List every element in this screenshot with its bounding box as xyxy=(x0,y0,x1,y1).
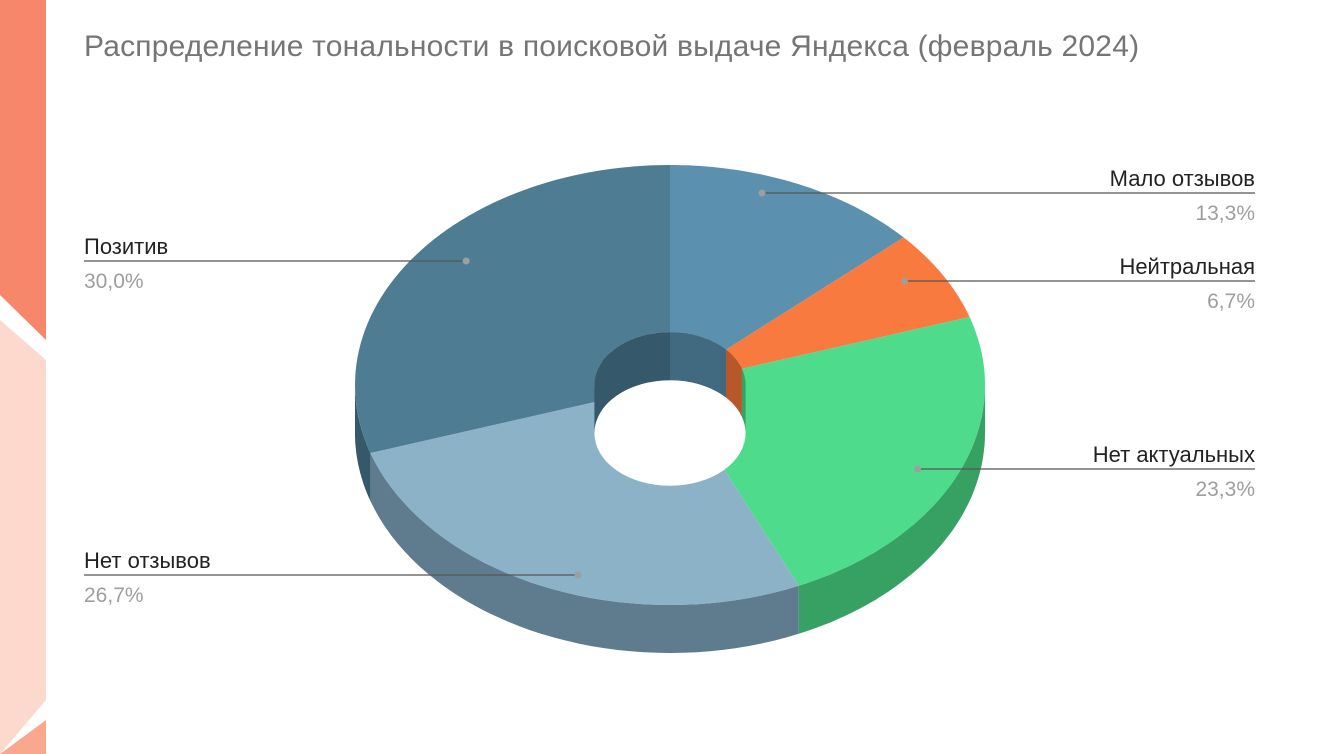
donut-top xyxy=(355,165,985,605)
slice-inner-wall-top-5 xyxy=(594,332,670,433)
slice-label-1: Мало отзывов xyxy=(1110,166,1255,191)
slice-label-4: Нет отзывов xyxy=(84,548,211,573)
slice-inner-wall-top-3 xyxy=(741,368,746,433)
slice-3 xyxy=(700,317,985,586)
slice-side-4 xyxy=(370,453,799,653)
decor-shape-top xyxy=(0,0,46,340)
donut-side-walls xyxy=(355,385,985,653)
label-4: Нет отзывов 26,7% xyxy=(84,548,582,607)
data-labels: Мало отзывов 13,3% Нейтральная 6,7% Нет акту… xyxy=(84,166,1255,607)
slice-label-3: Нет актуальных xyxy=(1093,442,1255,467)
slice-value-1: 13,3% xyxy=(1195,202,1255,225)
label-5: Позитив 30,0% xyxy=(84,234,470,293)
slice-inner-wall-top-1 xyxy=(670,332,727,398)
leader-dot-1 xyxy=(758,189,766,197)
slice-1 xyxy=(670,165,904,350)
leader-dot-4 xyxy=(574,571,582,579)
leader-dot-3 xyxy=(914,465,922,473)
slice-value-2: 6,7% xyxy=(1207,290,1255,313)
slice-value-4: 26,7% xyxy=(84,584,144,607)
label-2: Нейтральная 6,7% xyxy=(900,254,1255,313)
slice-label-5: Позитив xyxy=(84,234,168,259)
chart-title: Распределение тональности в поисковой вы… xyxy=(84,30,1140,63)
decor-shape-middle xyxy=(0,320,46,754)
slice-value-5: 30,0% xyxy=(84,270,144,293)
side-decoration xyxy=(0,0,46,754)
slice-5 xyxy=(355,165,670,453)
leader-dot-2 xyxy=(900,277,908,285)
label-3: Нет актуальных 23,3% xyxy=(914,442,1255,501)
slice-side-3 xyxy=(798,385,985,634)
slice-value-3: 23,3% xyxy=(1195,478,1255,501)
leader-dot-5 xyxy=(462,257,470,265)
slice-side-5 xyxy=(355,385,371,501)
slice-2 xyxy=(726,237,970,369)
slice-label-2: Нейтральная xyxy=(1119,254,1255,279)
slice-inner-wall-top-2 xyxy=(726,349,742,417)
decor-shape-bottom xyxy=(0,720,46,754)
donut-hole-floor xyxy=(594,380,746,486)
label-1: Мало отзывов 13,3% xyxy=(758,166,1255,225)
